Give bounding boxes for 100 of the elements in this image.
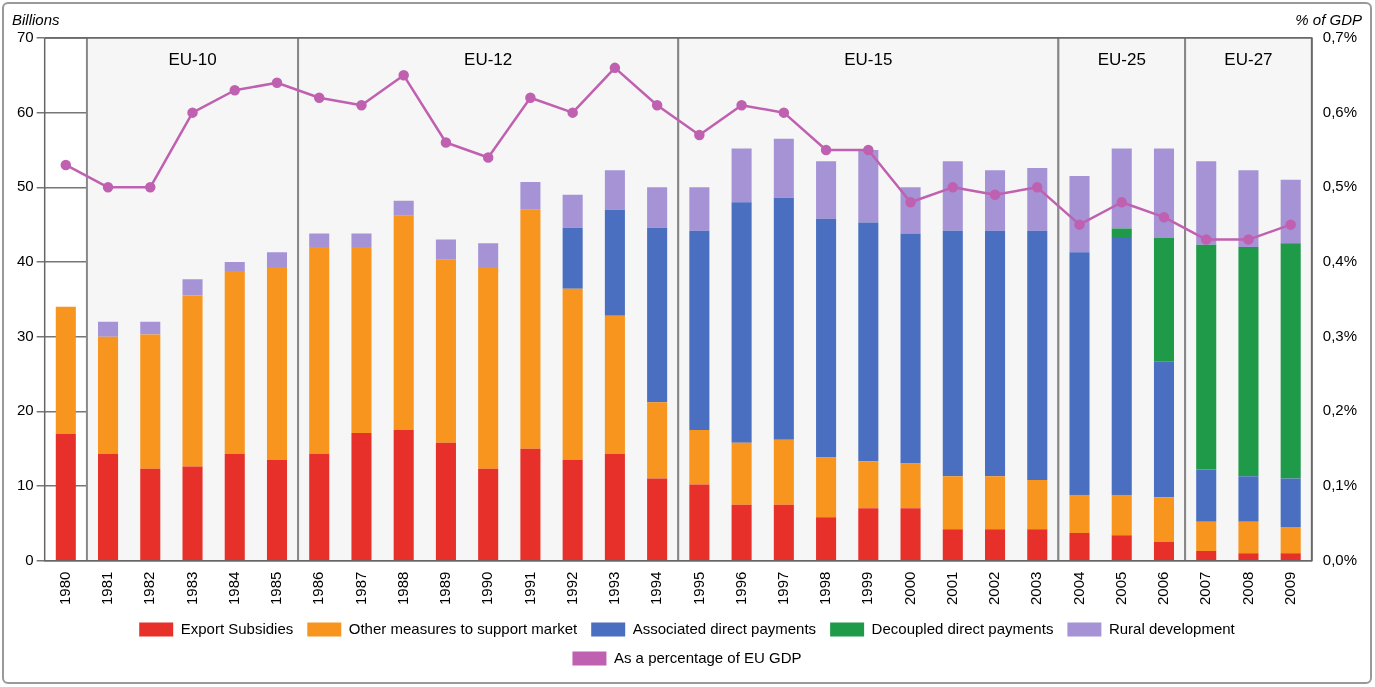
bar	[351, 247, 372, 433]
bar	[900, 508, 921, 560]
point	[1032, 182, 1043, 193]
point	[1200, 234, 1212, 245]
bar	[562, 227, 583, 289]
point	[187, 107, 198, 118]
x-tick-label: 1998	[816, 571, 834, 606]
x-tick-label: 1991	[520, 571, 538, 606]
bar	[773, 197, 794, 440]
legend-label: Other measures to support market	[348, 619, 579, 637]
y2-tick-label: 0,5%	[1322, 177, 1358, 195]
x-tick-label: 2001	[942, 571, 960, 606]
bar	[773, 439, 794, 505]
y-tick-label: 20	[17, 401, 34, 419]
bar	[858, 222, 879, 462]
legend-label: As a percentage of EU GDP	[613, 648, 802, 666]
point	[525, 92, 536, 103]
bar	[647, 227, 668, 403]
y2-tick-label: 0,7%	[1322, 28, 1358, 46]
point	[229, 85, 240, 96]
bar	[773, 504, 794, 560]
point	[440, 137, 452, 148]
x-tick-label: 2004	[1069, 571, 1087, 606]
band-label: EU-12	[464, 49, 513, 69]
bar	[731, 148, 752, 203]
bar	[520, 182, 541, 210]
point	[778, 107, 790, 118]
y2-tick-label: 0,1%	[1322, 476, 1358, 494]
band-label: EU-15	[844, 49, 893, 69]
x-tick-label: 2009	[1280, 571, 1298, 606]
bar	[1111, 228, 1132, 239]
point	[694, 129, 705, 141]
bar	[309, 453, 330, 560]
bar	[604, 315, 625, 454]
point	[651, 99, 663, 111]
bar	[858, 508, 879, 560]
point	[609, 62, 621, 74]
y-tick-label: 70	[17, 28, 34, 46]
band-label: EU-10	[168, 49, 217, 69]
bar	[1153, 361, 1175, 498]
bar	[1280, 243, 1301, 479]
bar	[98, 336, 119, 454]
bar	[1280, 527, 1301, 554]
y2-tick-label: 0,6%	[1322, 102, 1358, 120]
point	[820, 144, 832, 156]
bar	[393, 215, 414, 430]
x-tick-label: 1995	[689, 571, 707, 606]
point	[1285, 219, 1296, 230]
bar	[604, 170, 625, 210]
bar	[562, 288, 583, 460]
point	[989, 189, 1001, 201]
bar	[224, 261, 245, 271]
bar	[900, 463, 921, 509]
x-tick-label: 2003	[1027, 571, 1045, 606]
point	[947, 182, 959, 193]
point	[1243, 234, 1254, 245]
x-tick-label: 1999	[858, 571, 876, 606]
bar	[985, 230, 1006, 477]
point	[313, 92, 325, 103]
y2-tick-label: 0,4%	[1322, 252, 1358, 270]
bar	[1069, 252, 1090, 495]
x-tick-label: 1985	[267, 571, 285, 606]
y-tick-label: 10	[17, 476, 34, 494]
x-tick-label: 1984	[224, 571, 242, 606]
bar	[942, 476, 963, 530]
bar	[478, 468, 499, 560]
bar	[604, 453, 625, 560]
bar	[309, 247, 330, 454]
bar	[393, 200, 414, 216]
x-tick-label: 1980	[55, 571, 73, 606]
bar	[816, 517, 837, 560]
bar	[562, 194, 583, 228]
point	[482, 152, 494, 163]
bar	[140, 468, 161, 560]
bar	[689, 429, 710, 485]
bar	[816, 161, 837, 219]
bar	[689, 230, 710, 430]
bar	[182, 466, 203, 560]
bar	[266, 252, 288, 268]
x-tick-label: 1987	[351, 571, 369, 606]
bar	[98, 453, 119, 560]
x-tick-label: 1993	[605, 571, 623, 606]
bar	[351, 432, 372, 560]
x-tick-label: 1981	[98, 571, 116, 606]
bar	[985, 529, 1006, 560]
bar	[1196, 550, 1217, 560]
x-tick-label: 2005	[1111, 571, 1129, 606]
bar	[435, 442, 456, 560]
band-label: EU-27	[1224, 49, 1273, 69]
point	[1074, 219, 1085, 230]
y2-tick-label: 0,0%	[1322, 550, 1358, 568]
bar	[1196, 521, 1217, 551]
bar	[140, 321, 161, 335]
y-tick-label: 50	[17, 177, 34, 195]
bar	[1069, 494, 1090, 534]
bar	[1027, 167, 1048, 231]
bar	[942, 161, 963, 231]
bar	[1280, 478, 1301, 528]
bar	[224, 270, 245, 454]
bar	[98, 321, 119, 337]
